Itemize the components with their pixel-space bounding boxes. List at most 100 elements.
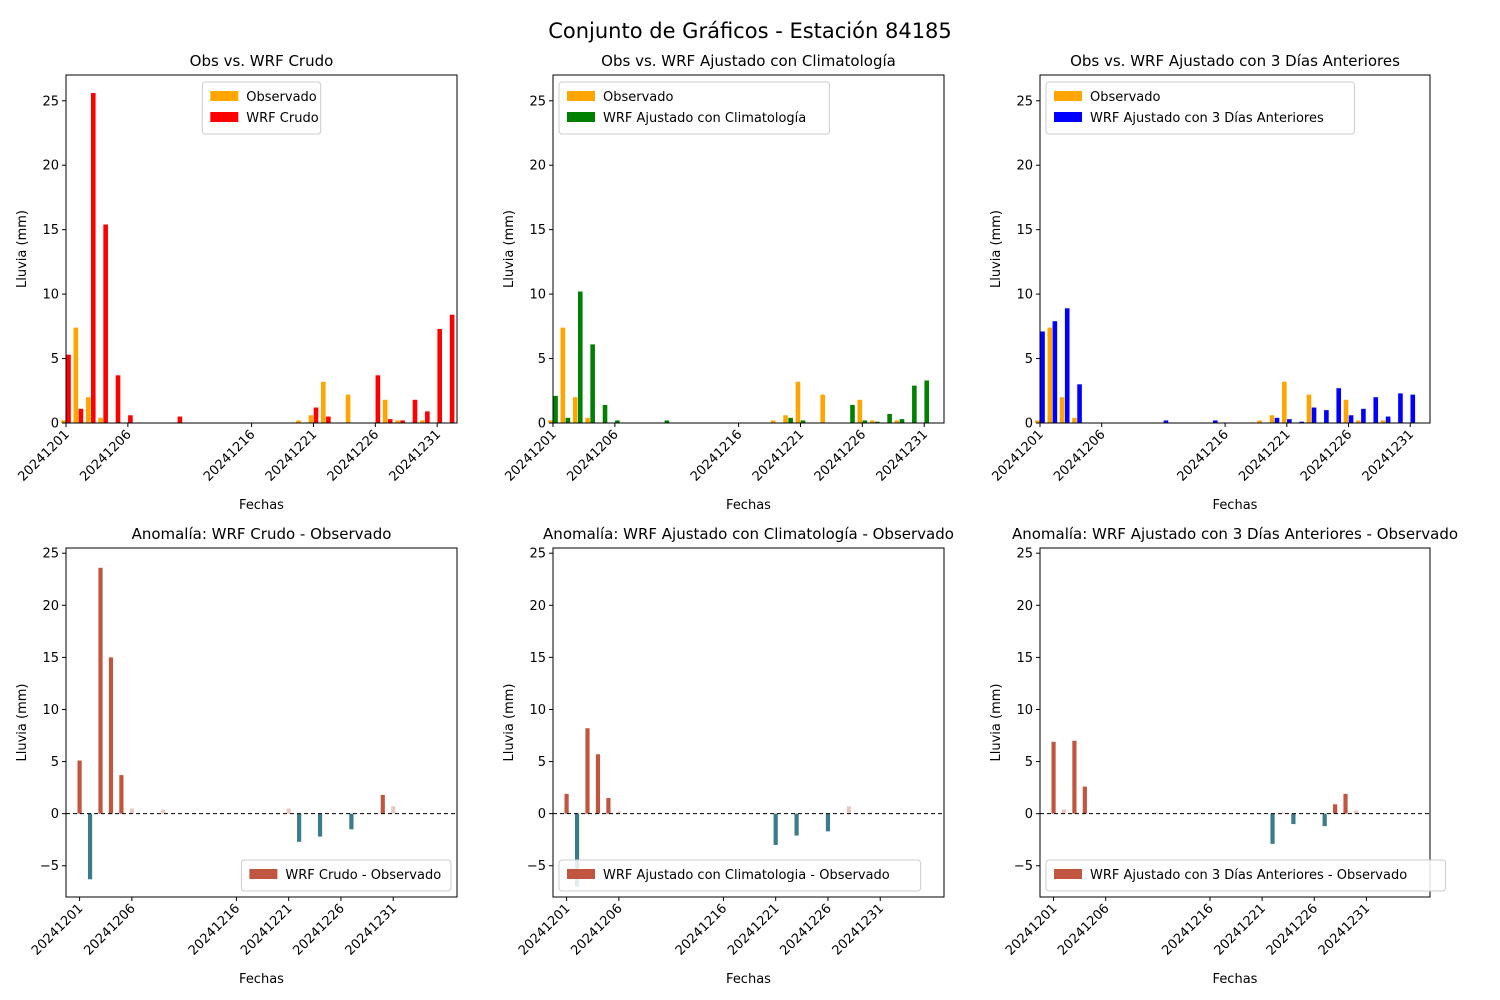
- x-axis-label: Fechas: [1213, 972, 1258, 987]
- y-tick-label: 20: [42, 159, 59, 174]
- legend: Observado WRF Ajustado con Climatología: [558, 81, 830, 135]
- y-tick-label: 15: [1016, 223, 1033, 238]
- chart-title: Anomalía: WRF Ajustado con 3 Días Anteri…: [1012, 525, 1458, 543]
- bar-wrf-ajustado-con-climatologia---observado-20241228: [846, 806, 851, 814]
- bar-wrf-ajustado-con-3-días-anteriores---observado-20241224: [1291, 813, 1296, 825]
- legend-swatch: [1054, 112, 1082, 122]
- y-axis-label: Lluvia (mm): [502, 684, 517, 762]
- bar-observado-20241221: [1282, 381, 1287, 423]
- y-axis-label: Lluvia (mm): [989, 684, 1004, 762]
- y-tick-label: 5: [538, 352, 546, 367]
- axes-frame: [1039, 74, 1431, 424]
- y-axis-label: Lluvia (mm): [989, 210, 1004, 288]
- bar-wrf-ajustado-con-3-días-anteriores---observado-20241203: [1072, 740, 1077, 814]
- bar-wrf-crudo-20241229: [412, 399, 418, 423]
- bar-observado-20241222: [321, 381, 326, 423]
- bar-wrf-ajustado-con-climatología-20241230: [912, 385, 917, 423]
- x-tick-label: 20241231: [874, 427, 931, 484]
- x-tick-label: 20241206: [1051, 427, 1108, 484]
- legend-label: WRF Ajustado con 3 Días Anteriores: [1090, 111, 1324, 126]
- bar-wrf-crudo---observado-20241203: [98, 567, 103, 814]
- y-tick-label: 0: [51, 807, 59, 822]
- y-tick-label: 15: [529, 651, 546, 666]
- y-tick-label: 15: [1016, 651, 1033, 666]
- bar-observado-20241230: [420, 420, 425, 423]
- bar-wrf-ajustado-con-climatologia---observado-20241204: [595, 754, 601, 814]
- bar-observado-20241201: [1035, 420, 1040, 423]
- bar-observado-20241202: [560, 327, 566, 423]
- axes-frame: [1039, 547, 1431, 898]
- bar-wrf-ajustado-con-3-días-anteriores-20241203: [1064, 308, 1070, 423]
- bar-wrf-ajustado-con-climatología-20241226: [862, 420, 868, 423]
- bar-wrf-ajustado-con-3-días-anteriores---observado-20241220: [1249, 813, 1254, 815]
- bar-wrf-ajustado-con-3-días-anteriores---observado-20241221: [1260, 813, 1265, 815]
- bar-wrf-crudo---observado-20241221: [286, 808, 291, 814]
- bar-observado-20241223: [1306, 394, 1312, 423]
- x-axis-label: Fechas: [726, 498, 771, 513]
- bar-observado-20241227: [1356, 420, 1361, 423]
- x-tick-label: 20241231: [343, 901, 400, 958]
- bar-observado-20241204: [585, 417, 590, 423]
- bar-wrf-crudo---observado-20241230: [380, 794, 385, 814]
- legend-swatch: [567, 112, 595, 122]
- bar-observado-20241227: [869, 420, 875, 423]
- bar-wrf-crudo-20241228: [400, 420, 405, 423]
- x-tick-label: 20241221: [1212, 901, 1269, 958]
- legend-label: Observado: [1090, 90, 1161, 105]
- bar-wrf-crudo---observado-20241220: [276, 813, 281, 815]
- bar-wrf-ajustado-con-climatología-20241227: [874, 421, 880, 423]
- axes-frame: [552, 547, 945, 898]
- y-tick-label: 20: [529, 599, 546, 614]
- legend: Observado WRF Ajustado con 3 Días Anterio…: [1045, 81, 1355, 135]
- x-tick-label: 20241226: [325, 427, 382, 484]
- bar-observado-20241202: [73, 327, 79, 423]
- y-tick-label: 10: [529, 703, 546, 718]
- x-tick-label: 20241206: [568, 901, 625, 958]
- bar-observado-20241202: [1047, 327, 1053, 423]
- bar-wrf-ajustado-con-climatología-20241203: [577, 291, 583, 423]
- bar-wrf-ajustado-con-3-días-anteriores-20241226: [1348, 415, 1354, 423]
- y-tick-label: 25: [42, 547, 59, 562]
- bar-wrf-crudo---observado-20241206: [129, 808, 134, 814]
- bar-wrf-crudo---observado-20241205: [119, 775, 124, 814]
- y-tick-label: −5: [1014, 859, 1033, 874]
- y-tick-label: 20: [42, 599, 59, 614]
- x-tick-label: 20241216: [1159, 901, 1216, 958]
- bar-wrf-ajustado-con-climatología-20241210: [664, 420, 670, 423]
- x-tick-label: 20241221: [750, 427, 807, 484]
- bar-wrf-ajustado-con-3-días-anteriores-20241211: [1163, 420, 1169, 423]
- x-tick-label: 20241221: [263, 427, 320, 484]
- y-tick-label: 5: [51, 352, 59, 367]
- y-tick-label: 5: [538, 755, 546, 770]
- bar-wrf-ajustado-con-climatología-20241231: [924, 380, 930, 423]
- bar-wrf-crudo---observado-20241222: [297, 813, 302, 842]
- bar-wrf-ajustado-con-climatología-20241221: [800, 420, 806, 423]
- legend-swatch: [210, 91, 239, 101]
- bar-wrf-ajustado-con-3-días-anteriores-20241227: [1361, 408, 1366, 423]
- x-tick-label: 20241216: [688, 427, 745, 484]
- bar-wrf-crudo-20241231: [437, 328, 443, 423]
- bar-wrf-ajustado-con-climatologia---observado-20241205: [606, 798, 611, 814]
- bar-wrf-crudo---observado-20241231: [391, 806, 396, 814]
- bar-observado-20241228: [395, 420, 400, 423]
- bar-wrf-crudo-20241202: [78, 408, 84, 423]
- y-tick-label: 25: [529, 547, 546, 562]
- y-axis-label: Lluvia (mm): [15, 684, 30, 762]
- bar-wrf-ajustado-con-3-días-anteriores-20241204: [1077, 384, 1082, 423]
- bar-wrf-ajustado-con-3-días-anteriores---observado-20241215: [1197, 812, 1202, 814]
- bar-observado-20241220: [296, 420, 301, 423]
- y-tick-label: 0: [1025, 807, 1033, 822]
- x-tick-label: 20241226: [1298, 427, 1355, 484]
- bar-wrf-ajustado-con-3-días-anteriores-20241229: [1385, 416, 1391, 423]
- bar-wrf-ajustado-con-climatologia---observado-20241202: [574, 813, 580, 887]
- bar-wrf-ajustado-con-3-días-anteriores-20241221: [1287, 419, 1292, 423]
- y-tick-label: 0: [1025, 417, 1033, 432]
- bar-wrf-crudo---observado-20241202: [87, 813, 93, 880]
- bar-wrf-ajustado-con-climatología-20241225: [850, 404, 855, 423]
- bar-wrf-crudo-20241203: [90, 93, 96, 423]
- x-tick-label: 20241226: [1264, 901, 1321, 958]
- y-tick-label: 5: [51, 755, 59, 770]
- bar-wrf-crudo-20241221: [313, 407, 319, 423]
- x-tick-label: 20241216: [201, 427, 258, 484]
